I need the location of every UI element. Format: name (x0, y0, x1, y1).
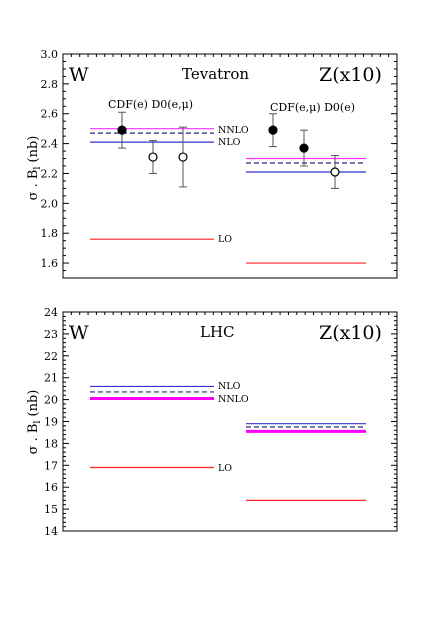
lhc-tag-nlo: NLO (218, 381, 241, 392)
tevatron-point-3-marker (268, 125, 278, 135)
tevatron-tag-nlo: NLO (218, 137, 241, 148)
lhc-tick-label: 24 (44, 306, 58, 319)
tevatron-w-label: W (69, 64, 89, 86)
lhc-tick-label: 15 (44, 503, 58, 516)
lhc-tick-label: 20 (44, 394, 58, 407)
lhc-ylabel-unit: (nb) (26, 390, 41, 417)
lhc-tick-label: 17 (44, 459, 58, 472)
lhc-tick-label: 14 (44, 525, 58, 538)
tevatron-point-0-marker (117, 125, 127, 135)
tevatron-point-4-marker (299, 143, 309, 153)
tevatron-ylabel-main: σ . B (26, 170, 41, 201)
tevatron-panel: 1.6 1.8 2.0 2.2 2.4 2.6 2.8 3.0 W Tevatron Z(x1… (26, 48, 398, 279)
lhc-y-axis-label: σ . Bl (nb) (26, 390, 43, 455)
lhc-plot-frame (62, 311, 398, 532)
tevatron-tick-label: 1.6 (41, 257, 59, 270)
tevatron-z-label: Z(x10) (319, 64, 382, 86)
lhc-collider-label: LHC (200, 323, 235, 341)
tevatron-tag-lo: LO (218, 234, 232, 245)
lhc-z-label: Z(x10) (319, 322, 382, 344)
tevatron-w-experiments: CDF(e) D0(e,μ) (108, 98, 193, 111)
lhc-tick-label: 22 (44, 350, 58, 363)
lhc-ylabel-main: σ . B (26, 424, 41, 455)
lhc-tag-nnlo: NNLO (218, 394, 249, 405)
tevatron-tick-label: 1.8 (41, 227, 59, 240)
svg-text:σ . Bl (nb): σ . Bl (nb) (26, 390, 43, 455)
lhc-w-label: W (69, 322, 89, 344)
lhc-ylabel-sub: l (33, 421, 43, 424)
lhc-tag-lo: LO (218, 463, 232, 474)
lhc-y-ticks: 14 15 16 17 18 19 20 21 22 23 24 (44, 306, 397, 538)
tevatron-prediction-lines (90, 128, 366, 264)
tevatron-point-5-marker (330, 167, 340, 177)
tevatron-tag-nnlo: NNLO (218, 125, 249, 136)
lhc-tick-label: 16 (44, 481, 58, 494)
tevatron-tick-label: 2.2 (41, 167, 59, 180)
lhc-tick-label: 21 (44, 372, 58, 385)
lhc-tick-label: 19 (44, 416, 58, 429)
lhc-tick-label: 18 (44, 437, 58, 450)
tevatron-ylabel-unit: (nb) (26, 136, 41, 163)
tevatron-point-1-marker (148, 152, 158, 162)
tevatron-tick-label: 2.8 (41, 78, 59, 91)
tevatron-y-axis-label: σ . Bl (nb) (26, 136, 43, 201)
tevatron-point-2-marker (178, 152, 188, 162)
lhc-prediction-lines (90, 385, 366, 501)
tevatron-collider-label: Tevatron (182, 65, 249, 83)
lhc-tick-label: 23 (44, 328, 58, 341)
svg-text:σ . Bl (nb): σ . Bl (nb) (26, 136, 43, 201)
tevatron-tick-label: 2.0 (41, 197, 59, 210)
tevatron-tick-label: 3.0 (41, 48, 59, 61)
tevatron-ylabel-sub: l (33, 167, 43, 170)
tevatron-y-ticks: 1.6 1.8 2.0 2.2 2.4 2.6 2.8 3.0 (41, 48, 397, 279)
tevatron-tick-label: 2.6 (41, 108, 59, 121)
tevatron-tick-label: 2.4 (41, 138, 59, 151)
tevatron-measurements (117, 111, 340, 189)
tevatron-z-experiments: CDF(e,μ) D0(e) (270, 101, 355, 114)
